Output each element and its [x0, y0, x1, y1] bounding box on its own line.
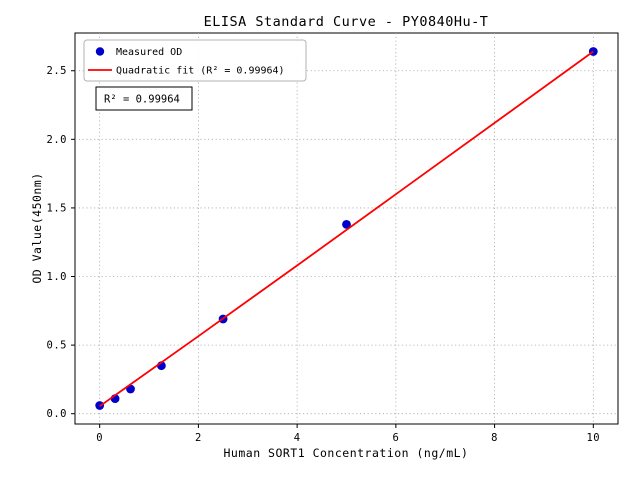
- measured-od-point: [342, 220, 351, 229]
- x-tick-label: 8: [491, 432, 498, 444]
- axis-ticks: 0 2 4 6 8 10 0.0 0.5 1.0 1.5 2.0 2.5: [47, 65, 600, 444]
- x-tick-label: 2: [195, 432, 202, 444]
- quadratic-fit-line: [99, 50, 594, 407]
- y-tick-label: 2.5: [47, 65, 67, 77]
- legend: Measured OD Quadratic fit (R² = 0.99964): [83, 39, 307, 82]
- y-axis-label: OD Value(450nm): [30, 172, 44, 283]
- data-series: [95, 47, 598, 410]
- legend-marker-measured-od-icon: [95, 47, 105, 56]
- legend-frame: [83, 39, 307, 82]
- r-squared-box: [95, 86, 193, 111]
- x-tick-label: 10: [586, 432, 600, 444]
- y-tick-label: 1.5: [47, 202, 67, 214]
- x-axis-label: Human SORT1 Concentration (ng/mL): [224, 446, 469, 460]
- legend-label-quadratic-fit: Quadratic fit (R² = 0.99964): [116, 66, 285, 77]
- x-tick-label: 4: [294, 432, 301, 444]
- chart-title: ELISA Standard Curve - PY0840Hu-T: [204, 14, 489, 30]
- y-tick-label: 1.0: [47, 271, 67, 283]
- x-tick-label: 6: [392, 432, 399, 444]
- legend-label-measured-od: Measured OD: [116, 47, 182, 58]
- r-squared-text: R² = 0.99964: [104, 94, 180, 106]
- y-tick-label: 0.0: [47, 408, 67, 420]
- x-tick-label: 0: [96, 432, 103, 444]
- y-tick-label: 0.5: [47, 340, 67, 352]
- y-tick-label: 2.0: [47, 134, 67, 146]
- r-squared-annotation: R² = 0.99964: [95, 86, 193, 111]
